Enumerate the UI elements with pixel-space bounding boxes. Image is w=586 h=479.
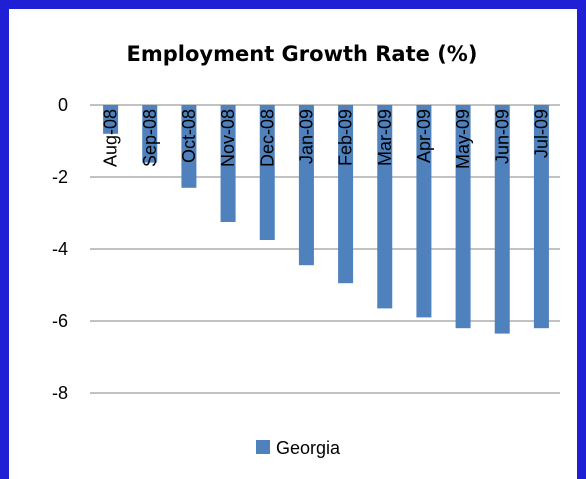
category-label: Jul-09 [531, 109, 551, 158]
bar-sep-08 [142, 105, 158, 163]
category-label: Jun-09 [492, 109, 512, 164]
category-label: Aug-08 [101, 109, 121, 167]
category-label: May-09 [453, 109, 473, 169]
category-label: Feb-09 [336, 109, 356, 166]
y-tick-label: 0 [58, 95, 68, 115]
category-label: Apr-09 [414, 109, 434, 163]
category-label: Sep-08 [140, 109, 160, 167]
bar-jul-09 [533, 105, 549, 329]
category-label: Nov-08 [218, 109, 238, 167]
legend-swatch-georgia [256, 440, 270, 454]
bar-dec-08 [259, 105, 275, 240]
bar-nov-08 [220, 105, 236, 222]
bar-oct-08 [181, 105, 197, 188]
bars [103, 105, 549, 334]
y-tick-label: -2 [52, 167, 68, 187]
category-label: Dec-08 [257, 109, 277, 167]
category-label: Jan-09 [296, 109, 316, 164]
bar-jan-09 [298, 105, 314, 266]
category-label: Mar-09 [375, 109, 395, 166]
y-tick-label: -8 [52, 383, 68, 403]
bar-feb-09 [338, 105, 354, 284]
category-labels: Aug-08 Sep-08 Oct-08 Nov-08 Dec-08 Jan-09 Feb-… [101, 109, 552, 169]
y-tick-label: -6 [52, 311, 68, 331]
bar-jun-09 [494, 105, 510, 334]
bar-may-09 [455, 105, 471, 329]
bar-apr-09 [416, 105, 432, 318]
chart-title: Employment Growth Rate (%) [127, 42, 478, 66]
y-axis-ticks: 0 -2 -4 -6 -8 [52, 95, 68, 403]
category-label: Oct-08 [179, 109, 199, 163]
bar-mar-09 [377, 105, 393, 309]
gridlines [90, 104, 560, 394]
y-tick-label: -4 [52, 239, 68, 259]
legend-label-georgia: Georgia [276, 438, 341, 458]
legend: Georgia [256, 438, 341, 458]
bar-aug-08 [103, 105, 119, 134]
